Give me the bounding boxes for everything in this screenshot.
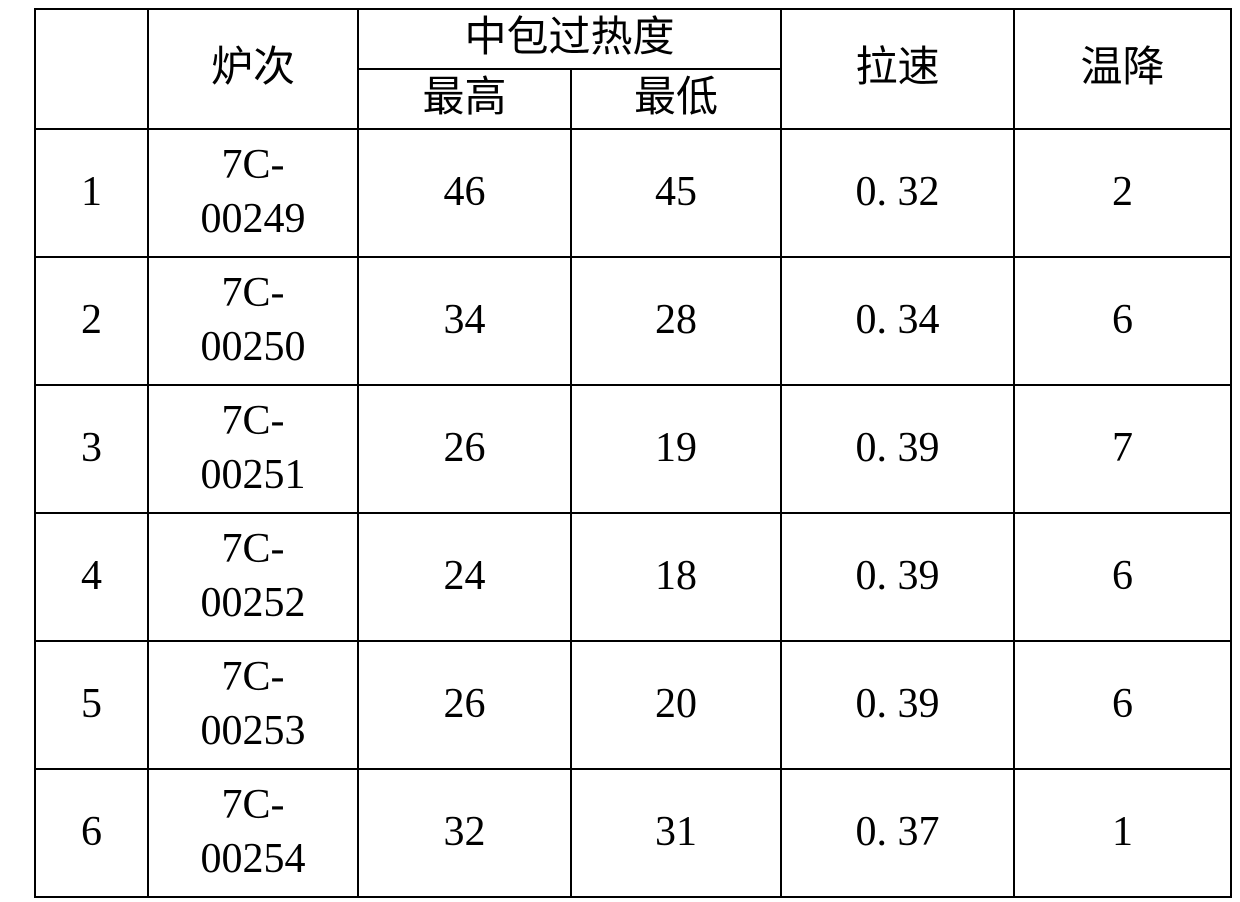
cell-heat: 7C- 00249: [148, 129, 358, 257]
header-sh-max: 最高: [358, 69, 571, 129]
cell-idx: 3: [35, 385, 148, 513]
cell-tdrop: 6: [1014, 257, 1231, 385]
cell-sh-max: 24: [358, 513, 571, 641]
table-row: 2 7C- 00250 34 28 0. 34 6: [35, 257, 1231, 385]
cell-sh-max: 26: [358, 385, 571, 513]
cell-tdrop: 6: [1014, 641, 1231, 769]
header-speed: 拉速: [781, 9, 1014, 129]
data-table: 炉次 中包过热度 拉速 温降 最高 最低 1 7C- 00249 46 45 0…: [34, 8, 1232, 898]
cell-speed: 0. 39: [781, 385, 1014, 513]
cell-tdrop: 7: [1014, 385, 1231, 513]
cell-heat: 7C- 00252: [148, 513, 358, 641]
cell-heat: 7C- 00254: [148, 769, 358, 897]
cell-sh-min: 19: [571, 385, 781, 513]
cell-heat: 7C- 00251: [148, 385, 358, 513]
table-row: 4 7C- 00252 24 18 0. 39 6: [35, 513, 1231, 641]
cell-sh-max: 32: [358, 769, 571, 897]
cell-idx: 4: [35, 513, 148, 641]
cell-idx: 5: [35, 641, 148, 769]
table-row: 6 7C- 00254 32 31 0. 37 1: [35, 769, 1231, 897]
header-tdrop: 温降: [1014, 9, 1231, 129]
header-row-1: 炉次 中包过热度 拉速 温降: [35, 9, 1231, 69]
cell-speed: 0. 37: [781, 769, 1014, 897]
cell-idx: 2: [35, 257, 148, 385]
header-superheat: 中包过热度: [358, 9, 781, 69]
cell-speed: 0. 39: [781, 513, 1014, 641]
cell-sh-min: 20: [571, 641, 781, 769]
cell-tdrop: 6: [1014, 513, 1231, 641]
cell-heat: 7C- 00253: [148, 641, 358, 769]
cell-sh-max: 46: [358, 129, 571, 257]
header-blank: [35, 9, 148, 129]
cell-speed: 0. 34: [781, 257, 1014, 385]
cell-sh-min: 18: [571, 513, 781, 641]
cell-sh-min: 28: [571, 257, 781, 385]
cell-idx: 1: [35, 129, 148, 257]
cell-sh-max: 26: [358, 641, 571, 769]
cell-speed: 0. 32: [781, 129, 1014, 257]
cell-tdrop: 1: [1014, 769, 1231, 897]
header-heat: 炉次: [148, 9, 358, 129]
table-row: 3 7C- 00251 26 19 0. 39 7: [35, 385, 1231, 513]
cell-heat: 7C- 00250: [148, 257, 358, 385]
cell-tdrop: 2: [1014, 129, 1231, 257]
table-row: 5 7C- 00253 26 20 0. 39 6: [35, 641, 1231, 769]
cell-speed: 0. 39: [781, 641, 1014, 769]
header-sh-min: 最低: [571, 69, 781, 129]
cell-idx: 6: [35, 769, 148, 897]
cell-sh-min: 31: [571, 769, 781, 897]
table-row: 1 7C- 00249 46 45 0. 32 2: [35, 129, 1231, 257]
cell-sh-min: 45: [571, 129, 781, 257]
cell-sh-max: 34: [358, 257, 571, 385]
